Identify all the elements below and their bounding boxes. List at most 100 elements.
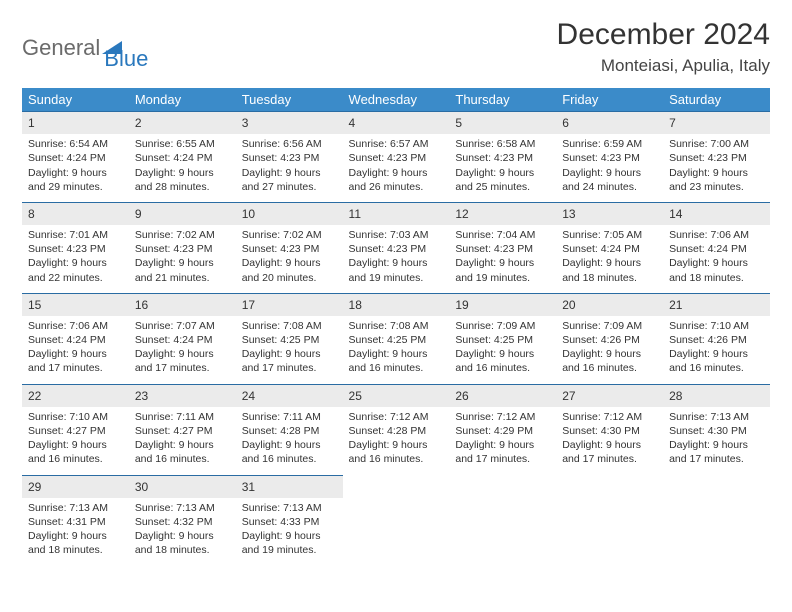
day-body: Sunrise: 7:13 AMSunset: 4:33 PMDaylight:…: [236, 498, 343, 566]
daylight-text-2: and 18 minutes.: [669, 271, 764, 285]
calendar-body: 1Sunrise: 6:54 AMSunset: 4:24 PMDaylight…: [22, 111, 770, 565]
daylight-text-1: Daylight: 9 hours: [349, 256, 444, 270]
calendar-day-cell: 31Sunrise: 7:13 AMSunset: 4:33 PMDayligh…: [236, 475, 343, 566]
calendar-day-cell: .: [449, 475, 556, 566]
sunset-text: Sunset: 4:33 PM: [242, 515, 337, 529]
daylight-text-2: and 17 minutes.: [669, 452, 764, 466]
sunrise-text: Sunrise: 6:56 AM: [242, 137, 337, 151]
sunset-text: Sunset: 4:24 PM: [28, 151, 123, 165]
sunrise-text: Sunrise: 6:57 AM: [349, 137, 444, 151]
day-number: 13: [556, 202, 663, 225]
day-number: 14: [663, 202, 770, 225]
sunset-text: Sunset: 4:24 PM: [669, 242, 764, 256]
day-number: 17: [236, 293, 343, 316]
sunrise-text: Sunrise: 6:54 AM: [28, 137, 123, 151]
day-number: 11: [343, 202, 450, 225]
day-body: Sunrise: 7:12 AMSunset: 4:30 PMDaylight:…: [556, 407, 663, 475]
header: General Blue December 2024 Monteiasi, Ap…: [22, 18, 770, 76]
daylight-text-2: and 23 minutes.: [669, 180, 764, 194]
sunset-text: Sunset: 4:25 PM: [242, 333, 337, 347]
day-body: Sunrise: 7:08 AMSunset: 4:25 PMDaylight:…: [343, 316, 450, 384]
sunrise-text: Sunrise: 7:09 AM: [562, 319, 657, 333]
weekday-header: Tuesday: [236, 88, 343, 111]
daylight-text-1: Daylight: 9 hours: [562, 347, 657, 361]
daylight-text-1: Daylight: 9 hours: [669, 256, 764, 270]
sunset-text: Sunset: 4:29 PM: [455, 424, 550, 438]
sunset-text: Sunset: 4:24 PM: [135, 151, 230, 165]
sunset-text: Sunset: 4:26 PM: [669, 333, 764, 347]
sunrise-text: Sunrise: 7:09 AM: [455, 319, 550, 333]
calendar-day-cell: 14Sunrise: 7:06 AMSunset: 4:24 PMDayligh…: [663, 202, 770, 293]
calendar-day-cell: 10Sunrise: 7:02 AMSunset: 4:23 PMDayligh…: [236, 202, 343, 293]
day-body: Sunrise: 6:55 AMSunset: 4:24 PMDaylight:…: [129, 134, 236, 202]
daylight-text-2: and 20 minutes.: [242, 271, 337, 285]
sunset-text: Sunset: 4:30 PM: [669, 424, 764, 438]
sunrise-text: Sunrise: 7:10 AM: [669, 319, 764, 333]
daylight-text-1: Daylight: 9 hours: [28, 347, 123, 361]
sunrise-text: Sunrise: 7:13 AM: [135, 501, 230, 515]
sunset-text: Sunset: 4:27 PM: [135, 424, 230, 438]
day-number: 28: [663, 384, 770, 407]
day-body: Sunrise: 7:13 AMSunset: 4:30 PMDaylight:…: [663, 407, 770, 475]
day-number: 10: [236, 202, 343, 225]
daylight-text-1: Daylight: 9 hours: [349, 438, 444, 452]
daylight-text-2: and 29 minutes.: [28, 180, 123, 194]
logo: General Blue: [22, 18, 148, 72]
calendar-day-cell: 25Sunrise: 7:12 AMSunset: 4:28 PMDayligh…: [343, 384, 450, 475]
daylight-text-2: and 16 minutes.: [28, 452, 123, 466]
daylight-text-2: and 16 minutes.: [455, 361, 550, 375]
calendar-day-cell: 9Sunrise: 7:02 AMSunset: 4:23 PMDaylight…: [129, 202, 236, 293]
day-number: 8: [22, 202, 129, 225]
sunset-text: Sunset: 4:27 PM: [28, 424, 123, 438]
day-body: Sunrise: 7:07 AMSunset: 4:24 PMDaylight:…: [129, 316, 236, 384]
sunrise-text: Sunrise: 7:02 AM: [242, 228, 337, 242]
day-body: Sunrise: 7:12 AMSunset: 4:28 PMDaylight:…: [343, 407, 450, 475]
day-number: 21: [663, 293, 770, 316]
sunrise-text: Sunrise: 7:04 AM: [455, 228, 550, 242]
day-body: Sunrise: 7:09 AMSunset: 4:25 PMDaylight:…: [449, 316, 556, 384]
day-number: 2: [129, 111, 236, 134]
day-number: 7: [663, 111, 770, 134]
day-body: Sunrise: 7:03 AMSunset: 4:23 PMDaylight:…: [343, 225, 450, 293]
sunrise-text: Sunrise: 7:10 AM: [28, 410, 123, 424]
day-number: 3: [236, 111, 343, 134]
calendar-day-cell: 16Sunrise: 7:07 AMSunset: 4:24 PMDayligh…: [129, 293, 236, 384]
calendar-day-cell: 28Sunrise: 7:13 AMSunset: 4:30 PMDayligh…: [663, 384, 770, 475]
daylight-text-1: Daylight: 9 hours: [349, 166, 444, 180]
calendar-table: SundayMondayTuesdayWednesdayThursdayFrid…: [22, 88, 770, 565]
day-body: Sunrise: 7:01 AMSunset: 4:23 PMDaylight:…: [22, 225, 129, 293]
calendar-day-cell: 7Sunrise: 7:00 AMSunset: 4:23 PMDaylight…: [663, 111, 770, 202]
calendar-day-cell: 23Sunrise: 7:11 AMSunset: 4:27 PMDayligh…: [129, 384, 236, 475]
daylight-text-1: Daylight: 9 hours: [562, 166, 657, 180]
sunrise-text: Sunrise: 6:59 AM: [562, 137, 657, 151]
daylight-text-2: and 16 minutes.: [349, 452, 444, 466]
daylight-text-2: and 17 minutes.: [562, 452, 657, 466]
calendar-day-cell: 30Sunrise: 7:13 AMSunset: 4:32 PMDayligh…: [129, 475, 236, 566]
sunset-text: Sunset: 4:28 PM: [349, 424, 444, 438]
sunrise-text: Sunrise: 7:11 AM: [242, 410, 337, 424]
daylight-text-2: and 22 minutes.: [28, 271, 123, 285]
calendar-day-cell: 4Sunrise: 6:57 AMSunset: 4:23 PMDaylight…: [343, 111, 450, 202]
daylight-text-2: and 19 minutes.: [455, 271, 550, 285]
daylight-text-1: Daylight: 9 hours: [455, 438, 550, 452]
daylight-text-1: Daylight: 9 hours: [28, 438, 123, 452]
calendar-week-row: 8Sunrise: 7:01 AMSunset: 4:23 PMDaylight…: [22, 202, 770, 293]
calendar-week-row: 22Sunrise: 7:10 AMSunset: 4:27 PMDayligh…: [22, 384, 770, 475]
day-body: Sunrise: 6:59 AMSunset: 4:23 PMDaylight:…: [556, 134, 663, 202]
day-body: Sunrise: 7:13 AMSunset: 4:31 PMDaylight:…: [22, 498, 129, 566]
calendar-day-cell: 3Sunrise: 6:56 AMSunset: 4:23 PMDaylight…: [236, 111, 343, 202]
day-body: Sunrise: 7:09 AMSunset: 4:26 PMDaylight:…: [556, 316, 663, 384]
daylight-text-1: Daylight: 9 hours: [242, 438, 337, 452]
daylight-text-2: and 18 minutes.: [28, 543, 123, 557]
day-number: 18: [343, 293, 450, 316]
day-number: 20: [556, 293, 663, 316]
sunrise-text: Sunrise: 7:13 AM: [669, 410, 764, 424]
sunset-text: Sunset: 4:23 PM: [455, 242, 550, 256]
daylight-text-2: and 28 minutes.: [135, 180, 230, 194]
calendar-day-cell: 6Sunrise: 6:59 AMSunset: 4:23 PMDaylight…: [556, 111, 663, 202]
sunset-text: Sunset: 4:23 PM: [562, 151, 657, 165]
day-number: 25: [343, 384, 450, 407]
day-body: Sunrise: 7:13 AMSunset: 4:32 PMDaylight:…: [129, 498, 236, 566]
daylight-text-2: and 18 minutes.: [135, 543, 230, 557]
location-text: Monteiasi, Apulia, Italy: [557, 56, 770, 76]
